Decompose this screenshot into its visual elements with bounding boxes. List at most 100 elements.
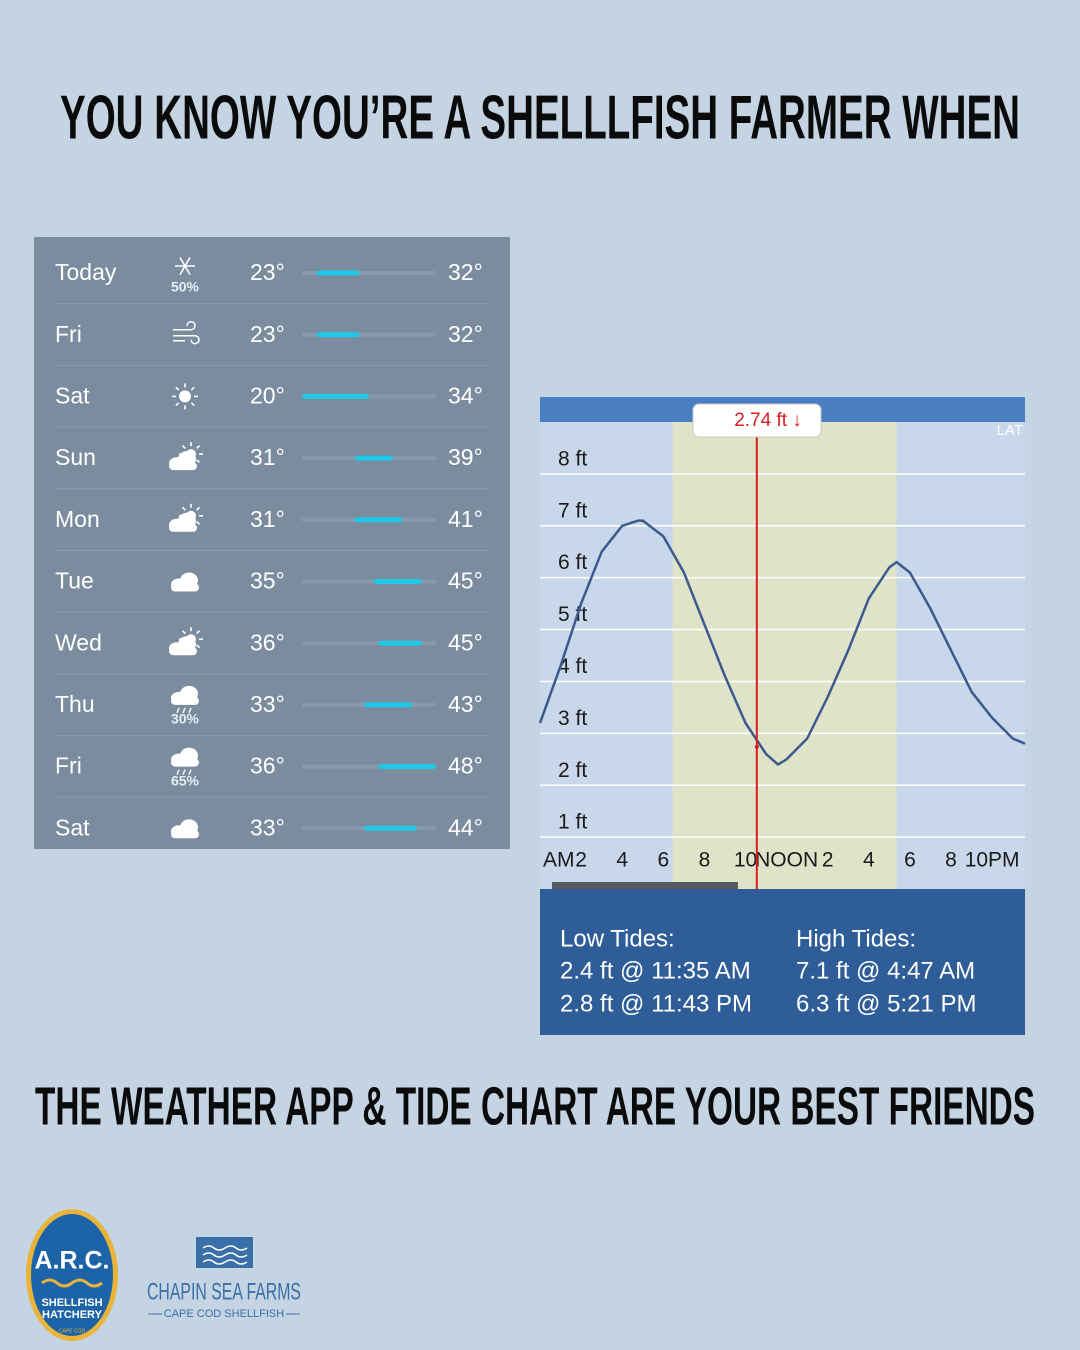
rain-drop [188,707,192,714]
x-tick-label: 4 [616,849,628,872]
high-heading: High Tides: [796,925,916,952]
sun-ray [190,402,195,407]
headline: YOU KNOW YOU’RE A SHELLLFISH FARMER WHEN [60,83,1020,152]
sun [179,390,191,403]
arc-line: SHELLFISH [41,1297,102,1309]
sun-ray [175,386,180,391]
temp-range [378,764,436,770]
low-heading: Low Tides: [560,925,675,952]
weather-row: Wed 36° 45° [55,611,488,655]
cloud [169,462,197,471]
temp-range [364,825,417,831]
low-temp: 36° [250,629,285,655]
low-temp: 23° [250,321,285,347]
day-name: Today [55,259,117,285]
rain-drop [182,707,186,714]
sun-ray [196,445,201,450]
y-tick-label: 2 ft [558,759,587,782]
low-temp: 20° [250,382,285,408]
high-temp: 32° [448,259,483,285]
chapin-name: CHAPIN SEA FARMS [147,1278,301,1305]
x-tick-label: 8 [699,849,711,872]
weather-row: Tue 35° 45° [55,550,488,594]
weather-row: Fri 65% 36° 48° [55,735,488,788]
cloud [171,758,199,767]
y-tick-label: 4 ft [558,655,587,678]
arc-logo: A.R.C. SHELLFISH HATCHERY CAPE COD [26,1209,118,1341]
temp-range [302,393,369,399]
precip: 30% [171,711,200,727]
x-tick-label: 8 [945,849,957,872]
temp-range [354,455,393,461]
low-temp: 36° [250,753,285,779]
low-tide: 2.4 ft @ 11:35 AM [560,957,751,984]
sun-ray [175,402,180,407]
rain-drop [182,769,186,775]
high-temp: 34° [448,382,483,408]
weather-row: Thu 30% 33° 43° [55,673,488,727]
x-tick-label: 10PM [965,849,1020,872]
x-tick-label: 2 [822,849,834,872]
x-tick-label: 2 [575,849,587,872]
cloud [171,696,199,705]
sun-ray [181,630,186,635]
sun-ray [196,459,201,464]
low-temp: 31° [250,444,285,470]
sun-ray [196,506,201,511]
high-temp: 44° [448,814,483,840]
x-tick-label: AM [543,849,575,872]
low-temp: 33° [250,814,285,840]
daylight [672,422,897,889]
x-tick-label: 10 [734,849,757,872]
y-tick-label: 7 ft [558,499,587,522]
wind [173,320,200,345]
day-name: Fri [55,321,82,347]
badge [31,1214,113,1336]
low-temp: 23° [250,259,285,285]
wave [41,1278,103,1288]
temp-range [354,517,403,523]
sun-ray [181,445,186,450]
cursor-box [692,403,822,438]
arc-name: A.R.C. [35,1247,110,1275]
day-name: Thu [55,691,95,717]
weather-panel [34,237,510,849]
y-tick-label: 6 ft [558,551,587,574]
weather-row: Sun 31° 39° [55,426,488,471]
cursor-point [754,744,759,749]
corner-label: LAT [997,422,1023,439]
sun-ray [181,506,186,511]
day-name: Sat [55,814,90,840]
weather-row: Sat 20° 34° [55,364,488,410]
y-tick-label: 1 ft [558,811,587,834]
y-tick-label: 8 ft [558,447,587,470]
cloud [171,830,199,839]
rain-drop [176,707,180,714]
day-name: Wed [55,629,102,655]
weather-row: Sat 33° 44° [55,796,488,840]
day-name: Sun [55,444,96,470]
sun-ray [190,386,195,391]
temp-range [316,270,360,276]
precip: 65% [171,772,200,788]
sun-ray [196,520,201,525]
cloud [171,583,199,592]
sun-ray [196,630,201,635]
temp-range [364,702,413,708]
weather-row: Mon 31° 41° [55,488,488,532]
weather-row: Today 50% 23° 32° [55,256,483,295]
x-tick-label: NOON [755,849,818,872]
high-temp: 45° [448,568,483,594]
day-name: Sat [55,382,90,408]
day-name: Fri [55,753,82,779]
precip: 50% [171,279,200,295]
footer-text: THE WEATHER APP & TIDE CHART ARE YOUR BE… [35,1076,1035,1136]
tide-summary-panel [540,889,1025,1035]
arc-line: HATCHERY [42,1309,103,1321]
sun-ray [196,644,201,649]
high-tide: 6.3 ft @ 5:21 PM [796,990,976,1017]
arc-place: CAPE COD [59,1328,86,1334]
y-tick-label: 3 ft [558,707,587,730]
